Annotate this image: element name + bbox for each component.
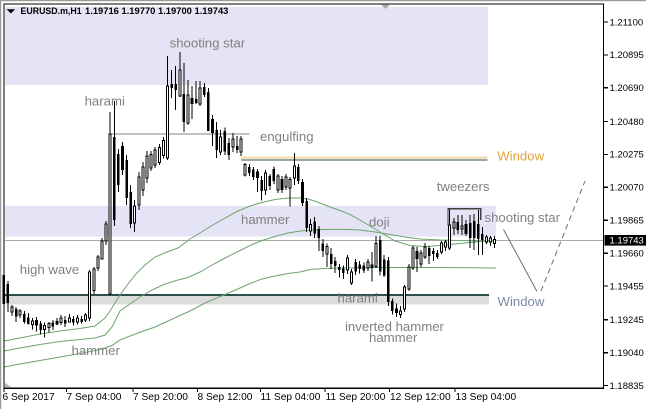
svg-text:Window: Window: [497, 148, 544, 163]
svg-text:8 Sep 12:00: 8 Sep 12:00: [198, 392, 253, 403]
svg-text:shooting star: shooting star: [170, 36, 246, 51]
svg-text:6 Sep 2017: 6 Sep 2017: [3, 392, 55, 403]
svg-text:1.20070: 1.20070: [610, 183, 644, 194]
svg-text:Window: Window: [498, 294, 545, 309]
svg-text:1.19743: 1.19743: [610, 236, 644, 247]
svg-text:1.20690: 1.20690: [610, 83, 644, 94]
svg-text:1.20895: 1.20895: [610, 50, 644, 61]
svg-text:11 Sep 20:00: 11 Sep 20:00: [326, 392, 386, 403]
svg-text:7 Sep 20:00: 7 Sep 20:00: [133, 392, 188, 403]
svg-text:shooting star: shooting star: [485, 210, 561, 225]
svg-text:engulfing: engulfing: [260, 129, 314, 144]
svg-text:1.20275: 1.20275: [610, 150, 644, 161]
svg-text:1.19455: 1.19455: [610, 281, 644, 292]
svg-text:11 Sep 04:00: 11 Sep 04:00: [261, 392, 321, 403]
svg-text:1.19865: 1.19865: [610, 216, 644, 227]
svg-text:1.19660: 1.19660: [610, 249, 644, 260]
svg-text:7 Sep 04:00: 7 Sep 04:00: [67, 392, 122, 403]
svg-text:harami: harami: [85, 94, 125, 109]
svg-text:1.19245: 1.19245: [610, 315, 644, 326]
svg-text:hammer: hammer: [369, 330, 418, 345]
svg-text:1.19716 1.19770 1.19700 1.1974: 1.19716 1.19770 1.19700 1.19743: [85, 5, 228, 16]
svg-text:hammer: hammer: [241, 212, 290, 227]
svg-text:EURUSD.m,H1: EURUSD.m,H1: [21, 6, 82, 16]
svg-text:13 Sep 04:00: 13 Sep 04:00: [456, 392, 517, 403]
svg-text:harami: harami: [338, 291, 378, 306]
svg-text:1.21100: 1.21100: [610, 17, 644, 28]
svg-text:doji: doji: [369, 215, 390, 230]
svg-text:tweezers: tweezers: [437, 179, 490, 194]
svg-text:high wave: high wave: [20, 262, 79, 277]
svg-text:1.20480: 1.20480: [610, 117, 644, 128]
svg-text:hammer: hammer: [72, 343, 121, 358]
svg-text:1.18835: 1.18835: [610, 381, 644, 392]
svg-text:1.19040: 1.19040: [610, 348, 644, 359]
svg-text:inverted hammer: inverted hammer: [345, 319, 445, 334]
svg-text:12 Sep 12:00: 12 Sep 12:00: [390, 392, 451, 403]
